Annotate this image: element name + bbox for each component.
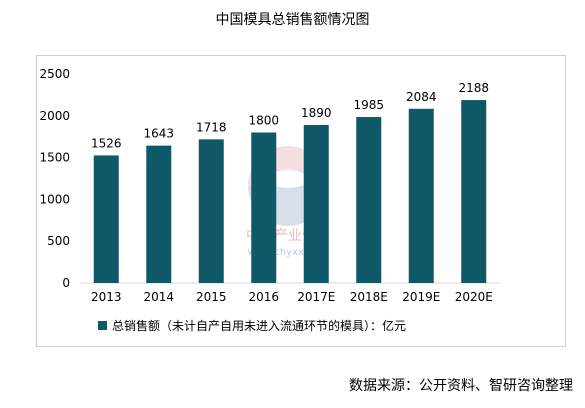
x-tick-label: 2016 — [248, 290, 279, 304]
bar-2018E — [356, 117, 382, 283]
data-label: 2188 — [458, 81, 489, 95]
data-label: 1643 — [143, 127, 174, 141]
bar-2019E — [408, 108, 434, 283]
data-label: 1890 — [301, 106, 332, 120]
bar-2014 — [146, 145, 172, 283]
x-tick-label: 2017E — [297, 290, 335, 304]
y-tick-label: 2000 — [39, 109, 70, 123]
bar-2016 — [251, 132, 277, 283]
bar-2015 — [198, 139, 224, 283]
x-tick-label: 2019E — [402, 290, 440, 304]
x-tick-label: 2013 — [91, 290, 122, 304]
data-label: 1718 — [196, 120, 227, 134]
x-tick-label: 2015 — [196, 290, 227, 304]
x-tick-label: 2020E — [455, 290, 493, 304]
legend-label: 总销售额（未计自产自用未进入流通环节的模具）：亿元 — [112, 319, 407, 333]
source-note: 数据来源：公开资料、智研咨询整理 — [349, 378, 573, 394]
bar-2020E — [461, 100, 487, 284]
x-tick-label: 2014 — [143, 290, 174, 304]
y-tick-label: 500 — [47, 234, 70, 248]
bar-2013 — [93, 155, 119, 283]
data-label: 1526 — [91, 136, 122, 150]
bar-2017E — [303, 124, 329, 283]
chart-frame — [36, 55, 566, 347]
y-tick-label: 2500 — [39, 67, 70, 81]
chart-legend: 总销售额（未计自产自用未进入流通环节的模具）：亿元 — [98, 317, 406, 334]
y-tick-label: 1500 — [39, 151, 70, 165]
data-label: 2084 — [406, 90, 437, 104]
data-label: 1985 — [353, 98, 384, 112]
y-tick-label: 0 — [62, 276, 70, 290]
data-label: 1800 — [248, 114, 279, 128]
x-tick-label: 2018E — [350, 290, 388, 304]
chart-title: 中国模具总销售额情况图 — [215, 12, 370, 28]
y-tick-label: 1000 — [39, 192, 70, 206]
legend-swatch — [98, 321, 107, 330]
